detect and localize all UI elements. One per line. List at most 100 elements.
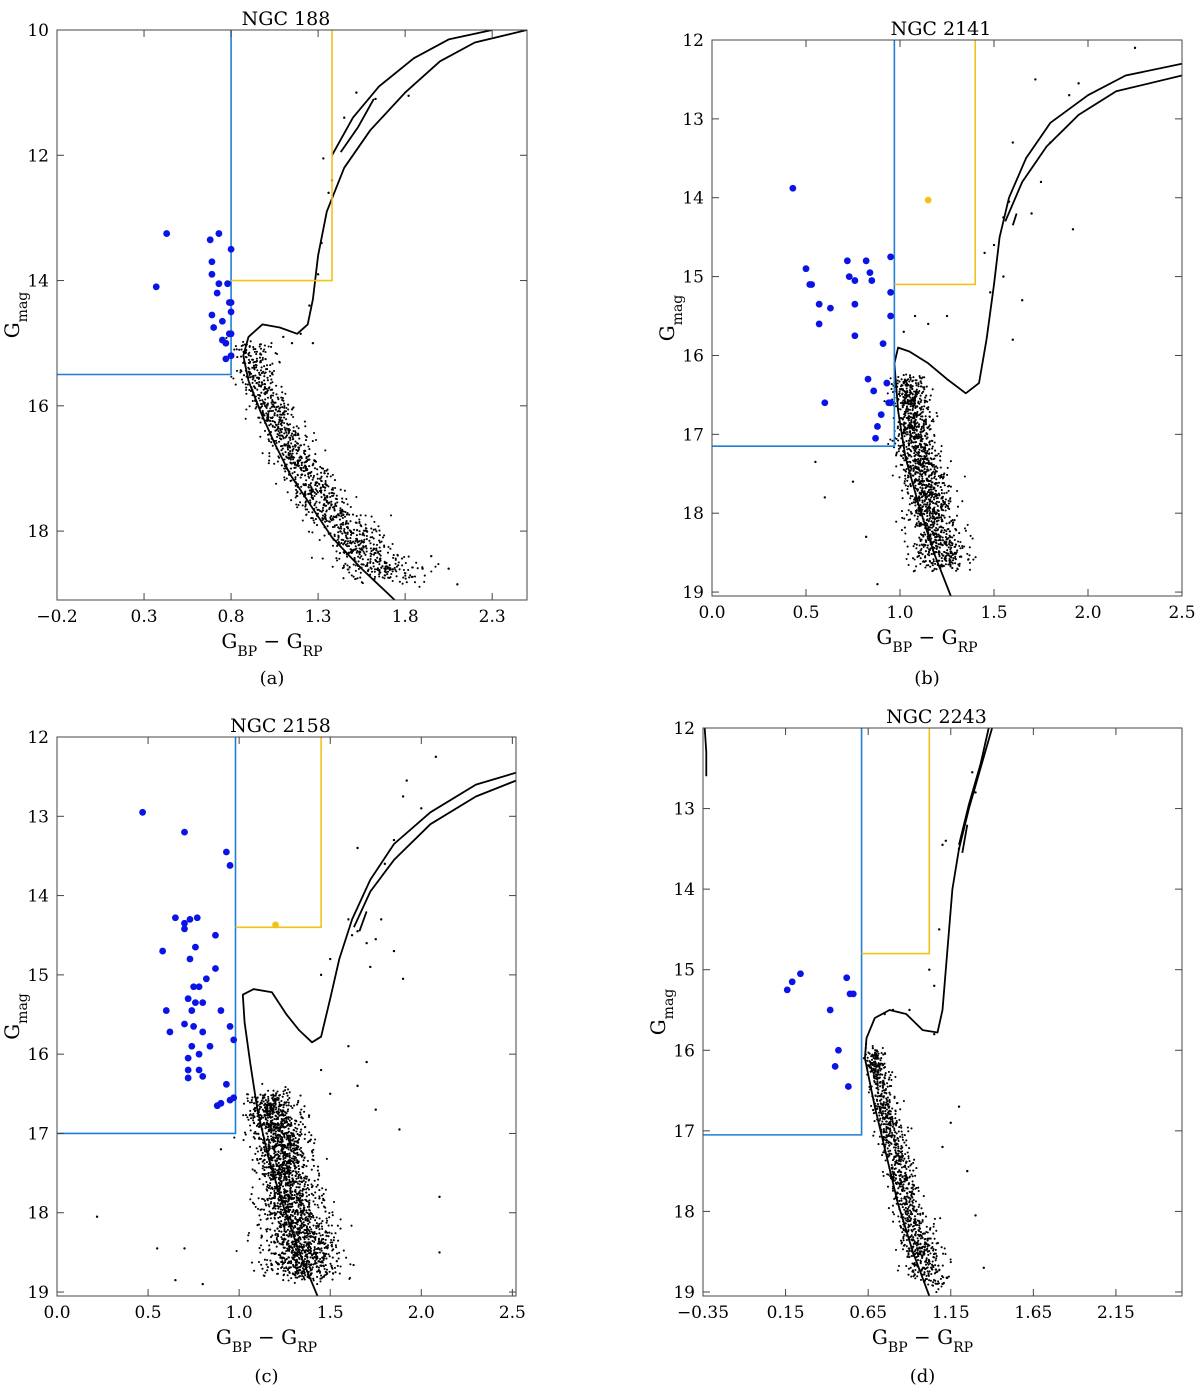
field-star [340,510,343,513]
field-star [266,1183,269,1187]
field-star [909,494,912,498]
field-star [281,447,284,450]
field-star [251,1186,254,1189]
field-star [911,409,914,412]
field-star [284,392,287,395]
field-star [916,489,919,492]
field-star [326,1244,330,1247]
field-star [288,445,291,448]
field-star [925,512,929,515]
field-star [274,408,277,411]
field-star [261,1167,264,1170]
field-star [922,545,925,548]
field-star [352,1263,355,1267]
field-star [909,384,912,387]
field-star [394,557,397,560]
field-stars [814,46,1137,586]
field-star [284,1203,287,1206]
field-star [275,1238,278,1241]
field-star [328,1255,331,1258]
field-star [908,503,911,506]
field-star [269,1202,272,1205]
field-star [265,367,269,371]
field-star [934,544,938,547]
field-star [378,573,381,576]
field-star [278,440,281,443]
field-star [925,407,928,410]
field-star [297,1145,300,1148]
field-star [280,1170,283,1174]
field-star [283,405,286,408]
field-star [354,539,357,543]
blue-straggler-point [208,258,216,266]
field-star [282,335,285,339]
field-star [395,570,398,573]
y-tick-label: 12 [682,31,704,51]
field-star [276,1210,279,1213]
field-star [282,437,285,440]
field-star [929,492,932,495]
field-star [292,437,295,441]
field-star [274,1159,277,1162]
field-star [914,390,918,393]
field-star [386,573,389,576]
field-star [291,1177,294,1180]
field-star [904,380,907,383]
field-star [273,1194,276,1197]
field-star [283,1188,286,1191]
field-star [305,479,308,482]
field-star [379,550,382,553]
field-star [914,453,917,456]
field-star [921,473,924,476]
field-star [909,497,912,500]
field-star [919,551,922,554]
field-star [251,1201,254,1204]
field-star [273,414,276,417]
field-star [233,348,236,351]
field-star [277,398,280,401]
field-star [305,513,308,516]
field-star [247,1234,250,1237]
field-star [316,468,319,471]
field-star [942,509,945,512]
field-star [291,449,294,452]
field-star [946,552,949,555]
field-star [260,1154,264,1157]
field-star [279,406,282,409]
field-star [924,505,928,508]
field-star [901,418,904,421]
field-star [365,534,368,538]
field-star [357,555,360,558]
field-star [948,507,951,511]
field-star [296,463,299,466]
field-star [373,568,377,571]
field-star [252,1102,255,1105]
field-star [932,463,935,466]
field-star [271,1147,274,1150]
field-star [241,381,244,384]
field-star [383,545,386,549]
field-star [265,1166,268,1169]
field-star [307,473,310,476]
field-star [281,397,284,400]
field-star [280,396,283,399]
field-star [927,519,930,523]
blue-straggler-point [887,312,894,320]
field-star [918,475,921,478]
field-star [400,557,404,560]
field-star [937,550,940,553]
field-star [328,1216,331,1219]
field-star [307,455,310,458]
field-star [905,392,908,395]
field-star [299,1153,302,1157]
field-star [326,496,329,499]
field-star [372,528,375,531]
field-star [287,1104,290,1107]
field-star [949,544,952,547]
field-star [370,527,373,530]
field-star [275,384,278,387]
field-star [308,1178,311,1181]
field-star [913,390,916,393]
field-star [908,442,911,445]
field-star [260,403,263,406]
